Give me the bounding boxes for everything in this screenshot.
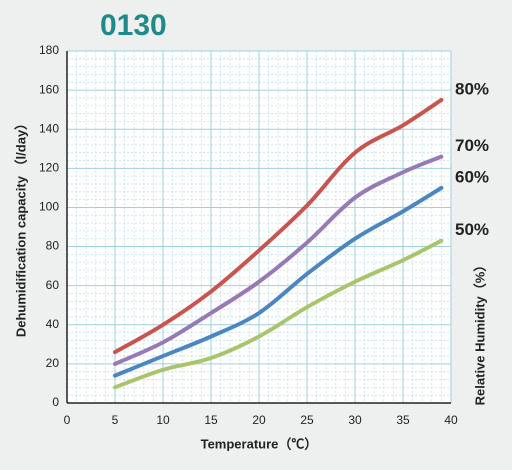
series-line	[113, 238, 444, 390]
y-tick-label: 120	[39, 161, 59, 175]
chart-title: 0130	[100, 9, 167, 42]
y-tick-label: 20	[46, 356, 60, 370]
y-tick-label: 140	[39, 121, 59, 135]
series-label: 80%	[455, 79, 489, 98]
x-tick-label: 20	[252, 413, 266, 427]
x-tick-label: 35	[396, 413, 410, 427]
x-tick-label: 10	[156, 413, 170, 427]
series-label: 50%	[455, 220, 489, 239]
y-tick-label: 60	[46, 278, 60, 292]
y-tick-label: 80	[46, 239, 60, 253]
y-tick-label: 100	[39, 200, 59, 214]
x-tick-label: 25	[300, 413, 314, 427]
series-label: 70%	[455, 136, 489, 155]
series-line	[113, 185, 444, 378]
x-tick-label: 15	[204, 413, 218, 427]
y-axis-label: Dehumidification capacity （l/day）	[13, 117, 28, 337]
x-axis-label: Temperature（℃）	[201, 436, 318, 451]
y-tick-label: 180	[39, 43, 59, 57]
x-tick-label: 0	[64, 413, 71, 427]
x-tick-label: 5	[112, 413, 119, 427]
y-tick-label: 0	[52, 395, 59, 409]
y-tick-label: 40	[46, 317, 60, 331]
series-label: 60%	[455, 167, 489, 186]
x-tick-label: 30	[348, 413, 362, 427]
x-tick-label: 40	[444, 413, 458, 427]
series-line	[113, 154, 444, 366]
legend-title: Relative Humidity（%）	[472, 259, 487, 406]
series-line	[113, 97, 444, 355]
y-tick-label: 160	[39, 82, 59, 96]
